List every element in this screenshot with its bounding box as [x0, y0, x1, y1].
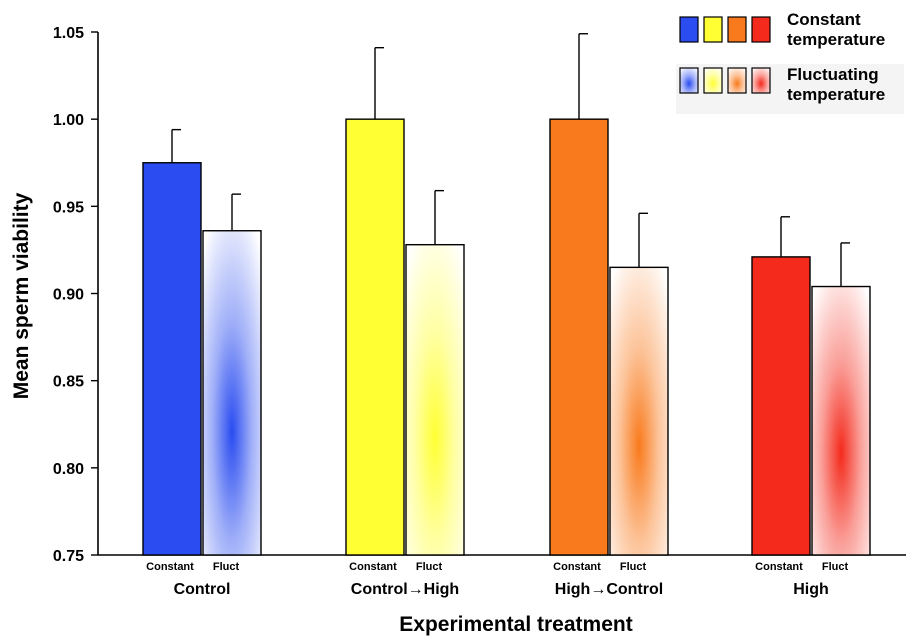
group-label: High→Control [555, 581, 663, 598]
y-tick-label: 0.95 [53, 199, 84, 216]
bar-constant [751, 256, 811, 556]
legend-swatch-constant [679, 16, 699, 43]
sub-label-fluct: Fluct [822, 561, 849, 573]
sub-label-constant: Constant [755, 561, 803, 573]
legend-label-fluct-line2: temperature [787, 85, 885, 104]
bar-fluct [405, 243, 465, 556]
legend-label-constant-line2: temperature [787, 30, 885, 49]
y-tick-label: 0.90 [53, 287, 84, 304]
y-axis-title: Mean sperm viability [10, 192, 33, 399]
legend: ConstanttemperatureFluctuatingtemperatur… [676, 10, 904, 114]
bar-constant [345, 118, 405, 556]
legend-swatch-fluct [679, 67, 699, 94]
y-tick-label: 0.85 [53, 374, 84, 391]
y-tick-label: 1.00 [53, 112, 84, 129]
legend-swatch-constant [727, 16, 747, 43]
bar-fluct [202, 230, 262, 556]
bar-fluct [811, 285, 871, 556]
bar-constant [549, 118, 609, 556]
x-axis-title: Experimental treatment [399, 613, 632, 636]
bar-fluct [609, 266, 669, 556]
sub-label-constant: Constant [146, 561, 194, 573]
y-tick-label: 0.75 [53, 548, 84, 565]
labels: Constant Fluct Control Constant Fluct Control… [146, 561, 848, 598]
y-tick-label: 0.80 [53, 461, 84, 478]
group-label: Control→High [351, 581, 459, 598]
legend-swatch-fluct [751, 67, 771, 94]
legend-swatch-fluct [727, 67, 747, 94]
legend-label-fluct-line1: Fluctuating [787, 65, 879, 84]
legend-label-constant-line1: Constant [787, 10, 861, 29]
group-label: Control [174, 581, 231, 598]
legend-swatch-constant [751, 16, 771, 43]
sub-label-constant: Constant [553, 561, 601, 573]
sub-label-fluct: Fluct [213, 561, 240, 573]
sub-label-fluct: Fluct [416, 561, 443, 573]
bars [142, 33, 871, 556]
sub-label-fluct: Fluct [620, 561, 647, 573]
sub-label-constant: Constant [349, 561, 397, 573]
bar-constant [142, 162, 202, 556]
legend-swatch-constant [703, 16, 723, 43]
group-label: High [793, 581, 829, 598]
legend-swatch-fluct [703, 67, 723, 94]
y-tick-label: 1.05 [53, 25, 84, 42]
